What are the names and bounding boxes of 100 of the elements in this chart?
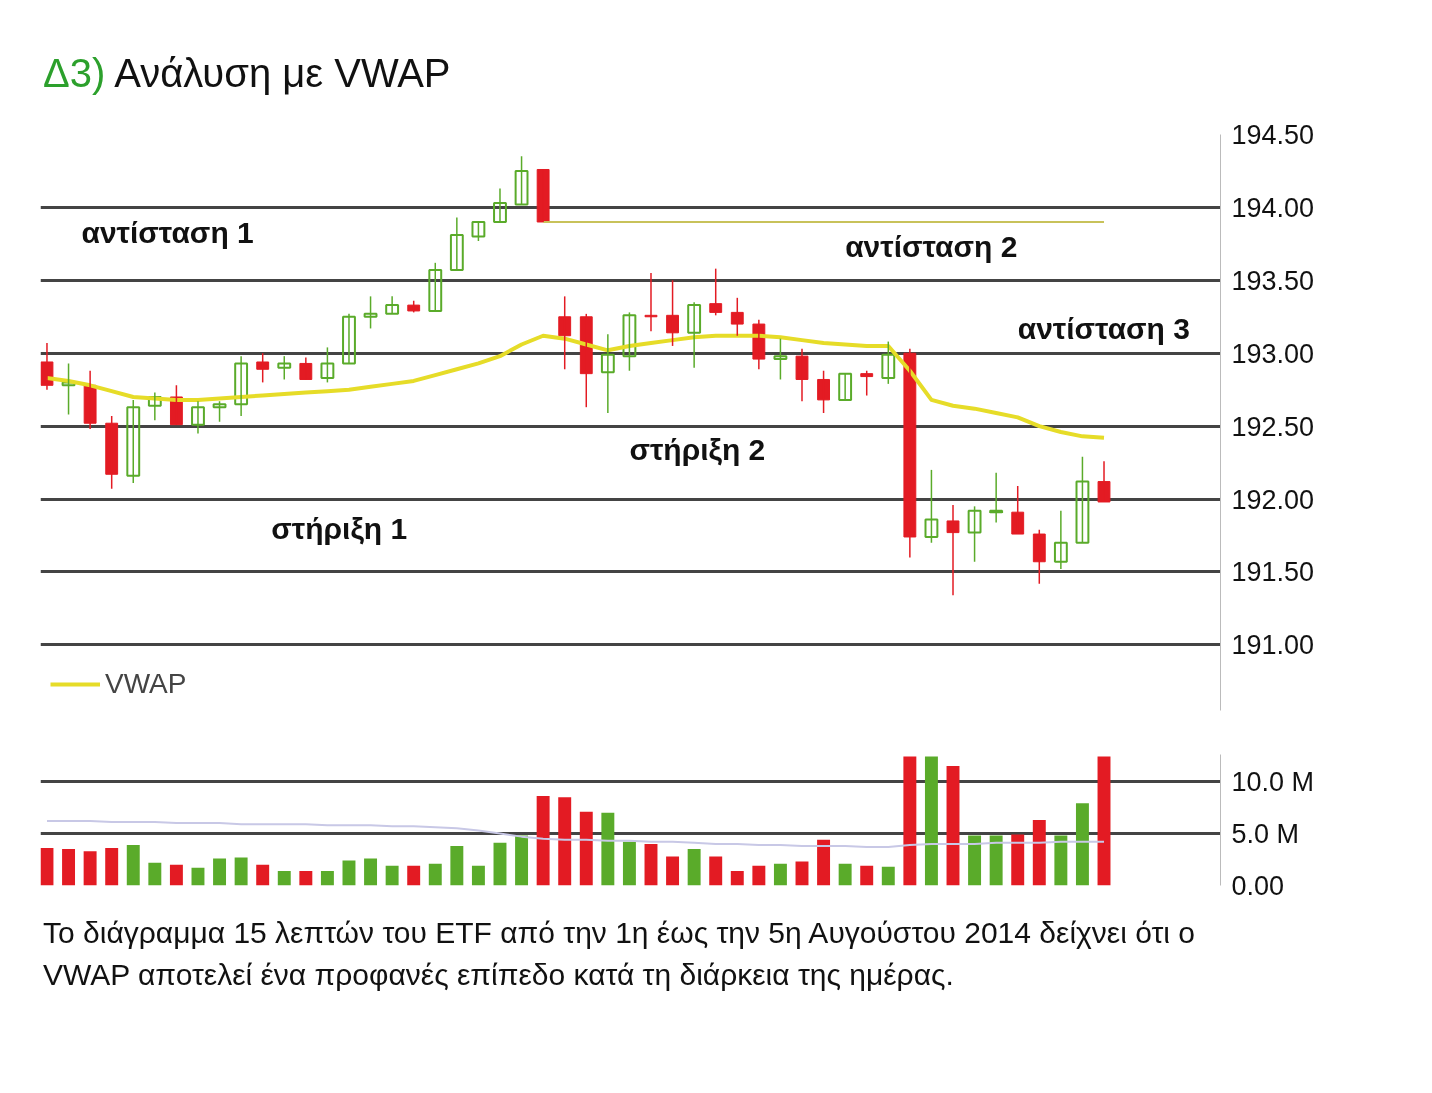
annotation: αντίσταση 2 <box>845 230 1018 264</box>
candlestick <box>860 369 874 397</box>
candlestick <box>1053 509 1068 570</box>
bar <box>83 851 97 886</box>
annotation: αντίσταση 1 <box>81 215 254 249</box>
bar <box>105 848 119 886</box>
y-tick-label: 5.0 M <box>1231 818 1300 849</box>
bar <box>515 835 529 886</box>
candlestick <box>622 311 637 372</box>
bar <box>320 870 334 886</box>
bar <box>126 844 140 886</box>
bar <box>817 839 831 886</box>
bar <box>644 843 658 886</box>
bar <box>169 864 183 886</box>
legend-label: VWAP <box>105 668 187 700</box>
candlestick <box>61 362 76 416</box>
bar <box>601 812 615 886</box>
candlestick <box>342 313 356 365</box>
bar <box>709 856 723 886</box>
candlestick <box>838 372 853 401</box>
candlestick <box>256 352 270 384</box>
bar <box>838 863 852 886</box>
annotation: στήριξη 2 <box>629 432 766 466</box>
bar <box>860 865 874 886</box>
bar <box>687 849 701 886</box>
candlestick <box>773 337 788 381</box>
bar <box>730 870 744 886</box>
bar <box>471 865 485 886</box>
candlestick <box>191 400 205 435</box>
y-tick-label: 0.00 <box>1231 870 1285 901</box>
bar <box>364 858 378 886</box>
candlestick <box>687 301 702 369</box>
candlestick <box>471 220 486 242</box>
y-tick-label: 191.50 <box>1231 557 1315 588</box>
bar <box>234 857 248 886</box>
bar <box>989 835 1003 886</box>
candlestick <box>1075 456 1090 544</box>
bar <box>277 870 291 886</box>
bar <box>1075 803 1089 886</box>
annotation: αντίσταση 3 <box>1017 311 1190 345</box>
candlestick <box>493 187 507 223</box>
candlestick <box>967 505 982 563</box>
candlestick <box>514 155 529 206</box>
y-tick-label: 191.00 <box>1231 630 1315 661</box>
y-tick-label: 194.50 <box>1231 120 1315 150</box>
bar <box>40 848 54 886</box>
y-tick-label: 193.50 <box>1231 265 1315 296</box>
text: Το διάγραμμα 15 λεπτών του ETF από την 1η έως την 5η Αυγούστου 2014 δείχνει ότι ο VWAP αποτελεί ένα προφανές επίπεδο κατά τη διάρκεια της ημέρας. <box>43 915 1196 993</box>
candlestick <box>795 348 809 403</box>
bar <box>773 863 787 886</box>
bar <box>62 849 76 886</box>
bar <box>924 756 938 886</box>
candlestick <box>1097 460 1111 503</box>
annotation: στήριξη 1 <box>271 511 408 545</box>
candlestick <box>730 297 744 337</box>
bar <box>493 842 507 886</box>
chart-title: Δ3) Ανάλυση με VWAP <box>43 51 451 95</box>
candlestick <box>105 415 119 490</box>
candlestick <box>666 279 679 347</box>
bar <box>536 796 550 886</box>
y-tick-label: 193.00 <box>1231 338 1315 369</box>
candlestick <box>1011 485 1025 535</box>
bar <box>256 864 270 886</box>
candlestick <box>277 355 292 381</box>
bar <box>579 811 593 886</box>
candlestick <box>709 267 723 317</box>
bar <box>946 765 960 886</box>
bar <box>558 797 572 886</box>
bar <box>148 862 162 886</box>
bar <box>1097 756 1111 886</box>
candlestick <box>212 400 227 423</box>
candlestick <box>924 469 939 544</box>
candlestick <box>385 295 400 315</box>
candlestick <box>363 295 378 330</box>
y-tick-label: 194.00 <box>1231 192 1315 223</box>
bar <box>407 865 421 886</box>
candlestick <box>1032 528 1046 585</box>
bar <box>1054 835 1068 886</box>
bar <box>450 845 464 886</box>
bar <box>299 870 313 886</box>
candlestick <box>600 333 615 414</box>
candlestick <box>234 355 249 417</box>
bar <box>752 865 766 886</box>
bar <box>968 835 982 886</box>
y-tick-label: 192.00 <box>1231 484 1315 515</box>
candlestick <box>946 504 960 597</box>
candlestick <box>989 472 1004 524</box>
bar <box>1011 834 1025 886</box>
bar <box>666 856 680 886</box>
candlestick <box>320 346 335 384</box>
bar <box>881 866 895 886</box>
y-tick-label: 10.0 M <box>1231 766 1315 797</box>
candlestick <box>126 399 141 484</box>
bar <box>622 841 636 886</box>
y-tick-label: 192.50 <box>1231 411 1315 442</box>
candlestick <box>881 340 896 385</box>
bar <box>428 863 442 886</box>
candlestick <box>817 369 830 414</box>
bar <box>385 865 399 886</box>
candlestick <box>558 295 572 371</box>
